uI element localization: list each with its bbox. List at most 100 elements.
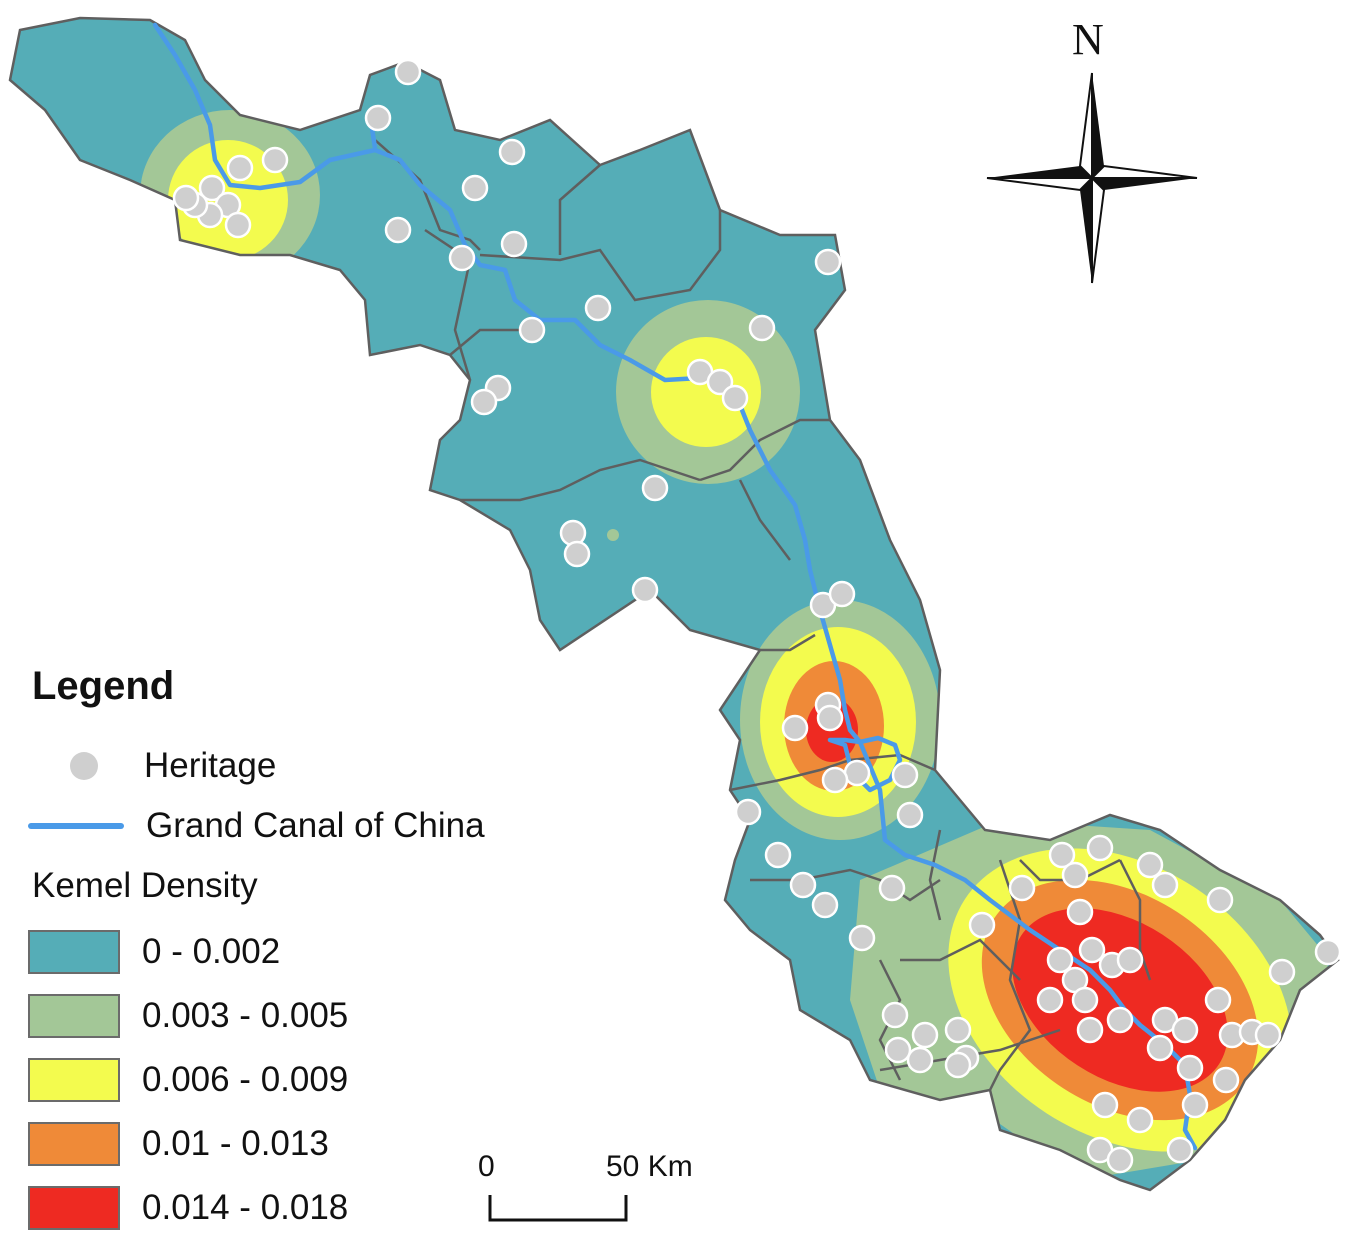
heritage-dot-icon [70,752,98,780]
legend-title: Legend [32,664,175,708]
legend-heritage-label: Heritage [144,746,277,785]
legend-density-title: Kemel Density [32,866,258,905]
heritage-point [1071,986,1099,1014]
heritage-point [631,576,659,604]
heritage-point [1146,1034,1174,1062]
heritage-point [1008,874,1036,902]
heritage-point [1061,861,1089,889]
heritage-point [224,211,252,239]
heritage-point [1206,886,1234,914]
heritage-point [764,841,792,869]
heritage-point [261,146,289,174]
heritage-point [881,1001,909,1029]
legend-class-label: 0.01 - 0.013 [142,1124,329,1163]
heritage-point [500,230,528,258]
heritage-point [1126,1106,1154,1134]
heritage-point [1106,1006,1134,1034]
canal-line-icon [28,823,124,829]
legend-class-label: 0 - 0.002 [142,932,281,971]
heritage-point [226,154,254,182]
heritage-point [1136,851,1164,879]
legend-canal-label: Grand Canal of China [146,806,485,845]
heritage-point [1181,1091,1209,1119]
heritage-point [816,704,844,732]
heritage-point [789,871,817,899]
heritage-point [884,1036,912,1064]
heritage-point [811,891,839,919]
heritage-point [563,540,591,568]
compass-rose-icon [986,72,1198,284]
heritage-point [1314,938,1342,966]
scale-start-label: 0 [478,1150,495,1183]
heritage-point [498,138,526,166]
heritage-point [944,1016,972,1044]
heritage-points [172,58,1342,1174]
heritage-point [734,798,762,826]
heritage-point [1048,841,1076,869]
heritage-point [364,104,392,132]
heritage-point [828,580,856,608]
scale-end-label: 50 Km [606,1150,693,1183]
legend-class-row: 0.014 - 0.018 [28,1186,348,1230]
heritage-point [944,1051,972,1079]
scale-bar [488,1195,628,1222]
legend-swatch-5 [28,1186,120,1230]
legend-class-row: 0.003 - 0.005 [28,994,348,1038]
heritage-point [1166,1136,1194,1164]
heritage-point [1268,958,1296,986]
heritage-point [906,1046,934,1074]
heritage-point [748,314,776,342]
heritage-point [1176,1054,1204,1082]
legend-class-row: 0.01 - 0.013 [28,1122,329,1166]
legend-heritage-row: Heritage [28,744,276,788]
density-center-mid [651,337,761,447]
heritage-point [1066,898,1094,926]
density-speck [607,529,619,541]
heritage-point [641,474,669,502]
heritage-point [848,924,876,952]
grand-canal-line [152,22,1198,1151]
heritage-point [896,801,924,829]
heritage-point [1036,986,1064,1014]
heritage-point [721,384,749,412]
heritage-point [843,759,871,787]
legend-class-row: 0.006 - 0.009 [28,1058,348,1102]
heritage-point [1171,1016,1199,1044]
legend-swatch-1 [28,930,120,974]
heritage-point [1106,1146,1134,1174]
heritage-point [1116,946,1144,974]
heritage-point [968,911,996,939]
legend-swatch-3 [28,1058,120,1102]
heritage-point [384,216,412,244]
heritage-point [814,248,842,276]
heritage-point [518,316,546,344]
heritage-point [1204,986,1232,1014]
heritage-point [461,174,489,202]
heritage-point [1046,946,1074,974]
legend-class-label: 0.014 - 0.018 [142,1188,349,1227]
legend-class-label: 0.003 - 0.005 [142,996,349,1035]
legend-class-label: 0.006 - 0.009 [142,1060,349,1099]
heritage-point [911,1021,939,1049]
heritage-point [706,368,734,396]
heritage-point [1091,1091,1119,1119]
heritage-point [1078,936,1106,964]
heritage-point [470,388,498,416]
heritage-point [394,58,422,86]
legend-swatch-4 [28,1122,120,1166]
heritage-point [1212,1066,1240,1094]
heritage-point [1086,834,1114,862]
heritage-point [1151,871,1179,899]
heritage-point [172,184,200,212]
heritage-point [1076,1016,1104,1044]
heritage-point [821,766,849,794]
legend-class-row: 0 - 0.002 [28,930,280,974]
north-label: N [1072,15,1104,64]
heritage-point [1254,1021,1282,1049]
heritage-point [891,761,919,789]
legend-swatch-2 [28,994,120,1038]
heritage-point [198,174,226,202]
heritage-point [584,294,612,322]
legend-canal-row: Grand Canal of China [28,804,485,848]
